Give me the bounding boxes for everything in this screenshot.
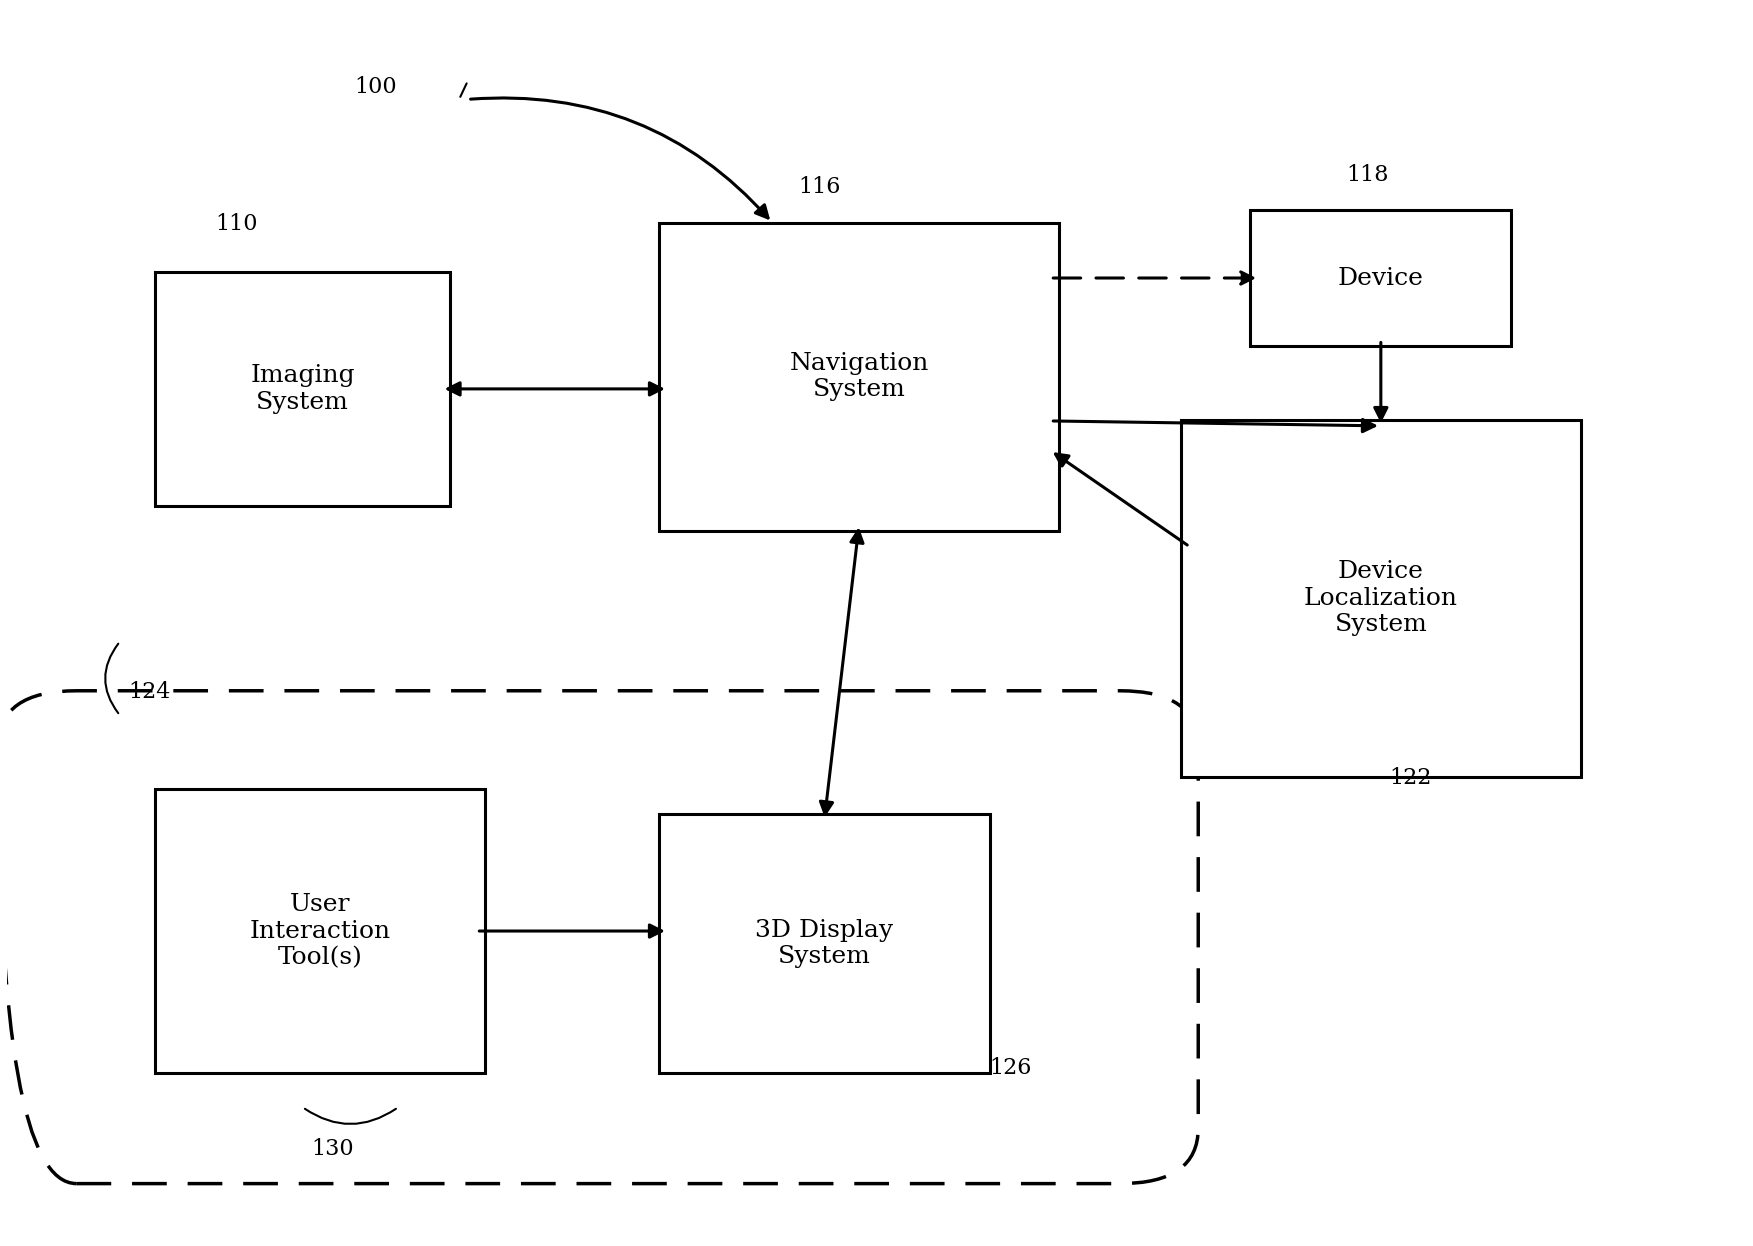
Text: 122: 122 [1390,768,1432,789]
FancyBboxPatch shape [659,814,989,1073]
Text: 126: 126 [989,1057,1033,1079]
Text: 130: 130 [312,1138,354,1160]
Text: Imaging
System: Imaging System [251,364,354,414]
Text: 118: 118 [1346,163,1388,186]
Text: 100: 100 [354,76,398,98]
Text: User
Interaction
Tool(s): User Interaction Tool(s) [249,893,391,969]
Text: 110: 110 [216,213,258,235]
Text: 116: 116 [798,176,841,198]
FancyBboxPatch shape [659,223,1059,531]
Text: 3D Display
System: 3D Display System [756,918,894,968]
FancyBboxPatch shape [154,789,486,1073]
Text: Navigation
System: Navigation System [789,351,929,401]
FancyBboxPatch shape [1182,420,1581,778]
Text: 124: 124 [128,682,172,703]
Text: Device: Device [1338,267,1423,289]
FancyBboxPatch shape [154,272,451,506]
FancyBboxPatch shape [1250,211,1511,346]
Text: Device
Localization
System: Device Localization System [1304,561,1458,637]
